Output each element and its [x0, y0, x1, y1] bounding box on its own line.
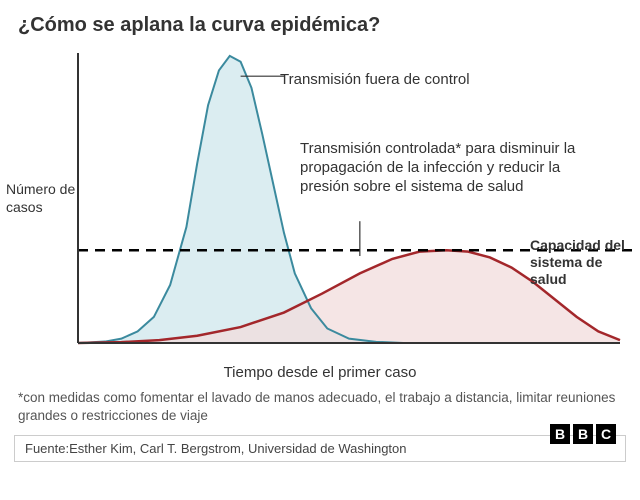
annotation-controlled: Transmisión controlada* para disminuir l… [300, 139, 580, 197]
bbc-logo: B B C [550, 424, 616, 444]
bbc-logo-letter: B [573, 424, 593, 444]
bbc-logo-letter: C [596, 424, 616, 444]
source-text: Esther Kim, Carl T. Bergstrom, Universid… [69, 441, 406, 456]
x-axis-label: Tiempo desde el primer caso [0, 364, 640, 381]
source-bar: Fuente: Esther Kim, Carl T. Bergstrom, U… [14, 435, 626, 462]
flatten-curve-chart: Número de casos Tiempo desde el primer c… [0, 43, 640, 383]
y-axis-label: Número de casos [6, 181, 76, 216]
chart-svg [0, 43, 640, 383]
annotation-uncontrolled: Transmisión fuera de control [280, 71, 540, 90]
source-prefix: Fuente: [25, 441, 69, 456]
page-title: ¿Cómo se aplana la curva epidémica? [0, 0, 640, 43]
footnote: *con medidas como fomentar el lavado de … [0, 383, 640, 427]
annotation-capacity: Capacidad del sistema de salud [530, 237, 640, 287]
bbc-logo-letter: B [550, 424, 570, 444]
